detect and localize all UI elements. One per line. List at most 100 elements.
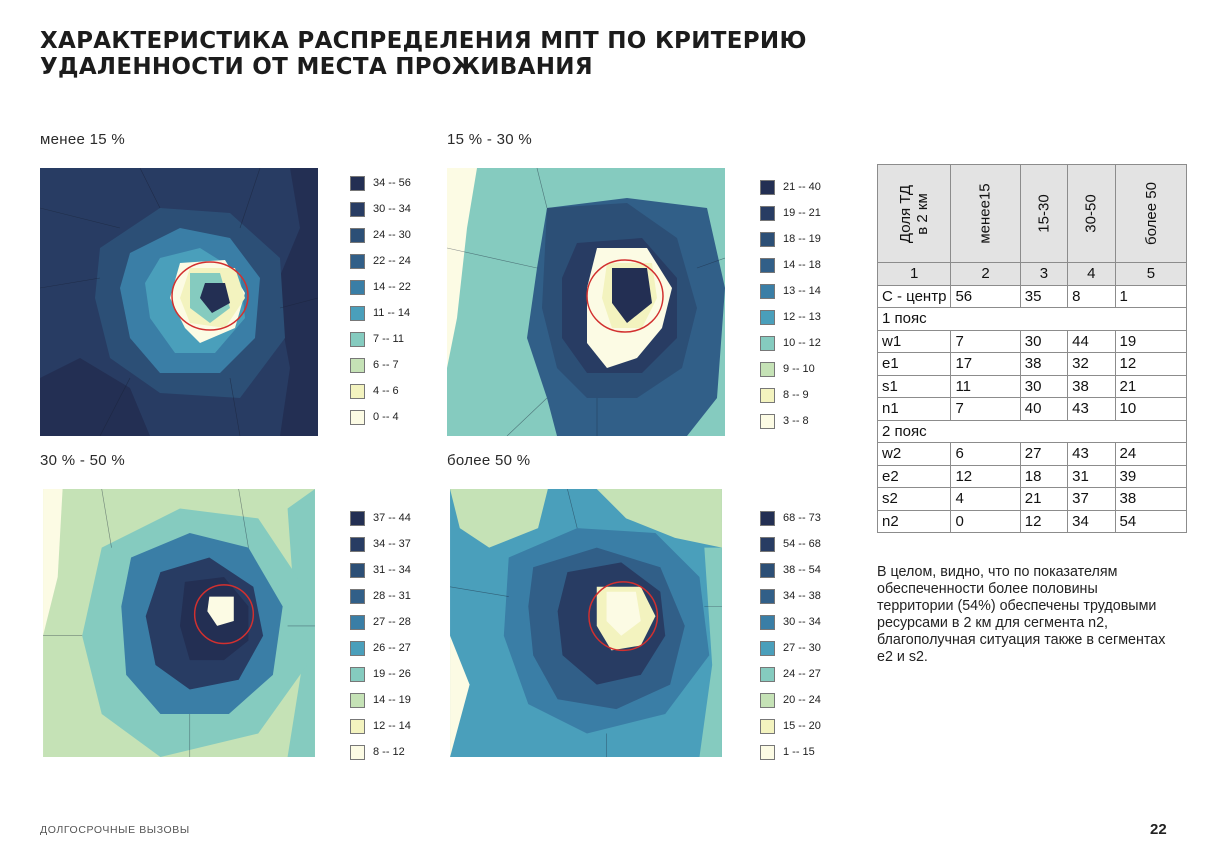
legend-item: 4 -- 6 [350, 378, 460, 404]
legend-item: 21 -- 40 [760, 174, 870, 200]
table-cell: 4 [950, 487, 1021, 511]
legend-30-50: 37 -- 44 34 -- 37 31 -- 34 28 -- 31 27 -… [350, 505, 460, 765]
legend-swatch [760, 257, 775, 273]
legend-item: 20 -- 24 [760, 687, 870, 713]
legend-item: 0 -- 4 [350, 404, 460, 430]
legend-swatch [760, 536, 775, 552]
legend-label: 18 -- 19 [783, 233, 821, 245]
legend-label: 15 -- 20 [783, 720, 821, 732]
legend-item: 31 -- 34 [350, 557, 460, 583]
legend-item: 34 -- 56 [350, 170, 460, 196]
table-cell: 44 [1067, 329, 1116, 353]
legend-item: 14 -- 19 [350, 687, 460, 713]
legend-item: 30 -- 34 [350, 196, 460, 222]
legend-item: 7 -- 11 [350, 326, 460, 352]
column-number: 3 [1019, 262, 1069, 286]
legend-swatch [760, 283, 775, 299]
table-cell: 12 [1114, 352, 1188, 376]
legend-swatch [760, 744, 775, 760]
legend-label: 6 -- 7 [373, 359, 399, 371]
legend-label: 8 -- 12 [373, 746, 405, 758]
legend-swatch [350, 279, 365, 295]
legend-label: 9 -- 10 [783, 363, 815, 375]
legend-swatch [760, 666, 775, 682]
legend-label: 28 -- 31 [373, 590, 411, 602]
legend-item: 37 -- 44 [350, 505, 460, 531]
legend-swatch [760, 692, 775, 708]
legend-item: 8 -- 12 [350, 739, 460, 765]
legend-more-50: 68 -- 73 54 -- 68 38 -- 54 34 -- 38 30 -… [760, 505, 870, 765]
legend-item: 19 -- 26 [350, 661, 460, 687]
legend-swatch [760, 205, 775, 221]
row-label: n1 [876, 397, 952, 421]
legend-label: 8 -- 9 [783, 389, 809, 401]
table-cell: 8 [1067, 284, 1116, 308]
table-cell: 24 [1114, 442, 1188, 466]
table-section-row: 2 пояс [876, 419, 1188, 443]
legend-item: 22 -- 24 [350, 248, 460, 274]
table-row: e2 12 18 31 39 [876, 464, 1188, 488]
legend-label: 1 -- 15 [783, 746, 815, 758]
map-30-50 [43, 489, 315, 757]
legend-label: 30 -- 34 [783, 616, 821, 628]
table-cell: 43 [1067, 397, 1116, 421]
legend-label: 21 -- 40 [783, 181, 821, 193]
table-row: s1 11 30 38 21 [876, 374, 1188, 398]
table-cell: 0 [950, 509, 1021, 533]
table-row: s2 4 21 37 38 [876, 487, 1188, 511]
map-label-15-30: 15 % - 30 % [447, 131, 533, 148]
table-cell: 18 [1019, 464, 1069, 488]
legend-swatch [760, 510, 775, 526]
table-header-cell: 15-30 [1019, 164, 1069, 263]
table-section-row: 1 пояс [876, 307, 1188, 331]
legend-label: 3 -- 8 [783, 415, 809, 427]
legend-item: 24 -- 30 [350, 222, 460, 248]
legend-label: 30 -- 34 [373, 203, 411, 215]
legend-swatch [350, 640, 365, 656]
footer-section-title: ДОЛГОСРОЧНЫЕ ВЫЗОВЫ [40, 824, 190, 836]
legend-item: 34 -- 37 [350, 531, 460, 557]
table-row: w2 6 27 43 24 [876, 442, 1188, 466]
legend-swatch [760, 179, 775, 195]
legend-swatch [350, 614, 365, 630]
table-cell: 43 [1067, 442, 1116, 466]
map-label-more-50: более 50 % [447, 452, 531, 469]
legend-label: 13 -- 14 [783, 285, 821, 297]
row-label: n2 [876, 509, 952, 533]
table-cell: 56 [950, 284, 1021, 308]
legend-label: 7 -- 11 [373, 333, 404, 345]
table-cell: 32 [1067, 352, 1116, 376]
legend-label: 26 -- 27 [373, 642, 411, 654]
table-cell: 1 [1114, 284, 1188, 308]
legend-label: 34 -- 56 [373, 177, 411, 189]
table-row: С - центр 56 35 8 1 [876, 284, 1188, 308]
legend-item: 3 -- 8 [760, 408, 870, 434]
legend-swatch [760, 413, 775, 429]
row-label: e2 [876, 464, 952, 488]
table-cell: 7 [950, 397, 1021, 421]
header-30-50: 30-50 [1082, 194, 1100, 233]
legend-label: 20 -- 24 [783, 694, 821, 706]
legend-swatch [760, 387, 775, 403]
legend-label: 14 -- 18 [783, 259, 821, 271]
map-15-30 [447, 168, 725, 436]
map-label-30-50: 30 % - 50 % [40, 452, 126, 469]
legend-swatch [350, 253, 365, 269]
summary-note: В целом, видно, что по показателям обесп… [877, 564, 1166, 665]
legend-label: 19 -- 26 [373, 668, 411, 680]
row-label: e1 [876, 352, 952, 376]
row-label: w1 [876, 329, 952, 353]
legend-item: 68 -- 73 [760, 505, 870, 531]
legend-label: 34 -- 37 [373, 538, 411, 550]
table-header-cell: Доля ТД в 2 км [876, 164, 952, 263]
legend-swatch [760, 361, 775, 377]
legend-item: 15 -- 20 [760, 713, 870, 739]
legend-label: 27 -- 30 [783, 642, 821, 654]
legend-item: 27 -- 30 [760, 635, 870, 661]
table-cell: 34 [1067, 509, 1116, 533]
legend-label: 37 -- 44 [373, 512, 411, 524]
legend-item: 11 -- 14 [350, 300, 460, 326]
table-cell: 21 [1114, 374, 1188, 398]
legend-15-30: 21 -- 40 19 -- 21 18 -- 19 14 -- 18 13 -… [760, 174, 870, 434]
column-number: 2 [950, 262, 1021, 286]
